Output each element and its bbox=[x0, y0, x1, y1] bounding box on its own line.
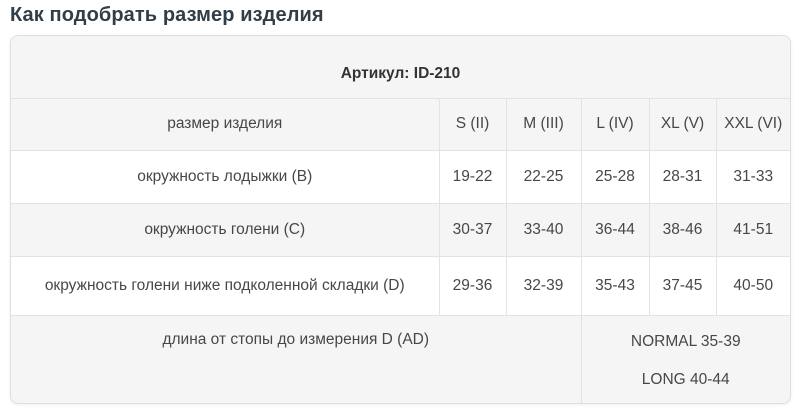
cell-value: 22-25 bbox=[505, 149, 581, 203]
table-row-calf: окружность голени (C) 30-37 33-40 36-44 … bbox=[11, 202, 790, 256]
cell-value: 37-45 bbox=[648, 255, 716, 315]
cell-value: 19-22 bbox=[438, 149, 506, 203]
column-header-l: L (IV) bbox=[580, 97, 649, 150]
cell-value: 30-37 bbox=[438, 202, 506, 256]
column-header-xl: XL (V) bbox=[648, 97, 716, 150]
cell-value: 40-50 bbox=[715, 255, 790, 315]
size-header-label: размер изделия bbox=[11, 97, 439, 150]
table-row-length: длина от стопы до измерения D (AD) NORMA… bbox=[11, 314, 790, 403]
cell-value: 33-40 bbox=[505, 202, 581, 256]
length-normal-value: NORMAL 35-39 bbox=[630, 332, 741, 350]
row-label: длина от стопы до измерения D (AD) bbox=[11, 314, 581, 403]
row-label: окружность голени ниже подколенной склад… bbox=[11, 255, 439, 315]
cell-value: 28-31 bbox=[648, 149, 716, 203]
length-values-cell: NORMAL 35-39 LONG 40-44 bbox=[580, 314, 790, 403]
cell-value: 38-46 bbox=[648, 202, 716, 256]
column-header-s: S (II) bbox=[438, 97, 506, 150]
table-row-below-knee: окружность голени ниже подколенной склад… bbox=[11, 255, 790, 315]
cell-value: 35-43 bbox=[580, 255, 649, 315]
article-header-row: Артикул: ID-210 bbox=[11, 36, 790, 98]
cell-value: 32-39 bbox=[505, 255, 581, 315]
row-label: окружность лодыжки (B) bbox=[11, 149, 439, 203]
cell-value: 36-44 bbox=[580, 202, 649, 256]
size-table: Артикул: ID-210 размер изделия S (II) M … bbox=[11, 36, 790, 403]
cell-value: 41-51 bbox=[715, 202, 790, 256]
row-label: окружность голени (C) bbox=[11, 202, 439, 256]
cell-value: 31-33 bbox=[715, 149, 790, 203]
article-header-cell: Артикул: ID-210 bbox=[11, 36, 790, 98]
column-header-xxl: XXL (VI) bbox=[715, 97, 790, 150]
page-title: Как подобрать размер изделия bbox=[10, 4, 324, 26]
size-table-container: Артикул: ID-210 размер изделия S (II) M … bbox=[10, 35, 791, 404]
table-row-ankle: окружность лодыжки (B) 19-22 22-25 25-28… bbox=[11, 149, 790, 203]
size-header-row: размер изделия S (II) M (III) L (IV) XL … bbox=[11, 97, 790, 150]
column-header-m: M (III) bbox=[505, 97, 581, 150]
cell-value: 29-36 bbox=[438, 255, 506, 315]
cell-value: 25-28 bbox=[580, 149, 649, 203]
length-long-value: LONG 40-44 bbox=[641, 370, 730, 388]
